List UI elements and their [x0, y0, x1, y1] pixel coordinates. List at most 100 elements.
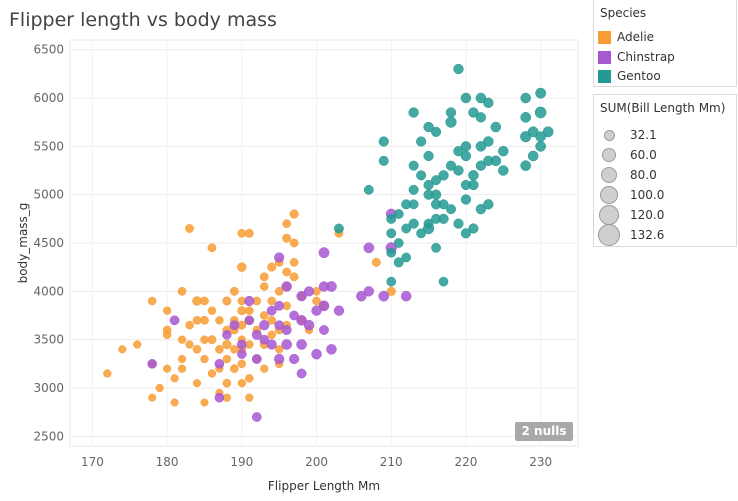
- point-chinstrap: [333, 305, 345, 316]
- x-tick-label: 220: [454, 455, 477, 469]
- point-adelie: [200, 296, 209, 306]
- point-chinstrap: [326, 344, 337, 355]
- point-adelie: [177, 335, 187, 344]
- point-chinstrap: [296, 315, 307, 326]
- point-gentoo: [393, 257, 404, 268]
- size-circle: [602, 148, 616, 162]
- point-gentoo: [460, 150, 472, 162]
- legend-item-adelie[interactable]: Adelie: [598, 29, 654, 45]
- point-adelie: [200, 335, 209, 344]
- point-chinstrap: [244, 295, 255, 307]
- point-adelie: [289, 238, 299, 248]
- point-adelie: [177, 354, 187, 364]
- point-gentoo: [401, 223, 412, 234]
- point-adelie: [230, 345, 239, 354]
- point-gentoo: [527, 150, 539, 162]
- point-gentoo: [542, 126, 554, 138]
- point-gentoo: [453, 165, 464, 176]
- point-chinstrap: [319, 325, 329, 335]
- adelie-swatch: [598, 30, 611, 44]
- point-chinstrap: [363, 286, 374, 297]
- legend-item-chinstrap[interactable]: Chinstrap: [598, 49, 675, 65]
- point-gentoo: [423, 179, 434, 191]
- point-adelie: [118, 345, 127, 354]
- point-gentoo: [535, 141, 546, 152]
- size-legend-item: 120.0: [594, 205, 736, 226]
- point-chinstrap: [214, 359, 225, 369]
- point-adelie: [260, 364, 269, 373]
- point-gentoo: [468, 170, 479, 181]
- y-tick-label: 5500: [33, 139, 64, 153]
- point-chinstrap: [356, 290, 367, 302]
- size-circle: [601, 167, 617, 183]
- point-adelie: [274, 287, 284, 296]
- point-adelie: [259, 282, 269, 291]
- point-gentoo: [393, 238, 404, 248]
- point-adelie: [177, 287, 187, 296]
- point-adelie: [237, 229, 247, 238]
- legend-label-gentoo: Gentoo: [617, 69, 661, 83]
- point-gentoo: [453, 63, 464, 75]
- point-gentoo: [408, 199, 419, 210]
- point-adelie: [371, 257, 381, 267]
- size-label: 132.6: [630, 228, 665, 242]
- point-chinstrap: [378, 290, 390, 302]
- point-adelie: [200, 398, 209, 407]
- nulls-indicator[interactable]: 2 nulls: [515, 422, 573, 441]
- point-gentoo: [363, 184, 374, 195]
- point-gentoo: [483, 199, 494, 210]
- point-adelie: [237, 306, 247, 316]
- point-gentoo: [416, 228, 427, 239]
- point-adelie: [207, 306, 217, 315]
- point-chinstrap: [296, 291, 307, 302]
- y-tick-label: 3500: [33, 333, 64, 347]
- point-gentoo: [386, 213, 397, 224]
- point-adelie: [185, 340, 194, 349]
- chart-title: Flipper length vs body mass: [9, 9, 277, 31]
- size-circle: [599, 205, 619, 225]
- point-adelie: [386, 286, 396, 296]
- point-chinstrap: [229, 320, 240, 331]
- point-gentoo: [423, 150, 434, 162]
- legend-label-chinstrap: Chinstrap: [617, 50, 675, 64]
- x-tick-label: 180: [156, 455, 179, 469]
- point-chinstrap: [281, 281, 292, 292]
- point-adelie: [215, 316, 224, 325]
- point-gentoo: [475, 204, 487, 215]
- y-axis-label: body_mass_g: [16, 203, 30, 284]
- point-gentoo: [498, 165, 509, 176]
- point-adelie: [245, 374, 254, 383]
- point-gentoo: [535, 87, 547, 99]
- size-circle: [604, 130, 615, 141]
- point-adelie: [200, 354, 209, 364]
- point-adelie: [192, 345, 202, 354]
- point-gentoo: [438, 170, 449, 181]
- size-circle: [598, 224, 620, 246]
- point-adelie: [155, 383, 164, 393]
- species-legend[interactable]: Species Adelie Chinstrap Gentoo: [593, 0, 737, 87]
- point-adelie: [267, 315, 277, 325]
- point-gentoo: [460, 194, 472, 205]
- point-gentoo: [445, 160, 457, 171]
- point-gentoo: [475, 112, 487, 123]
- size-label: 80.0: [630, 168, 657, 182]
- point-gentoo: [446, 204, 456, 215]
- point-adelie: [259, 311, 269, 320]
- point-gentoo: [483, 136, 494, 147]
- point-adelie: [162, 306, 172, 315]
- point-gentoo: [453, 146, 464, 157]
- size-legend-item: 32.1: [594, 126, 736, 146]
- point-gentoo: [430, 126, 442, 137]
- x-tick-label: 190: [230, 455, 253, 469]
- point-adelie: [289, 272, 299, 282]
- y-tick-label: 4500: [33, 236, 64, 250]
- point-chinstrap: [281, 339, 292, 350]
- point-chinstrap: [303, 319, 315, 331]
- point-chinstrap: [251, 329, 262, 340]
- size-legend[interactable]: SUM(Bill Length Mm) 32.1 60.0 80.0 100.0…: [593, 94, 737, 247]
- point-gentoo: [460, 92, 472, 104]
- legend-item-gentoo[interactable]: Gentoo: [598, 68, 661, 84]
- point-chinstrap: [259, 334, 270, 345]
- point-chinstrap: [266, 305, 277, 316]
- point-adelie: [185, 320, 194, 330]
